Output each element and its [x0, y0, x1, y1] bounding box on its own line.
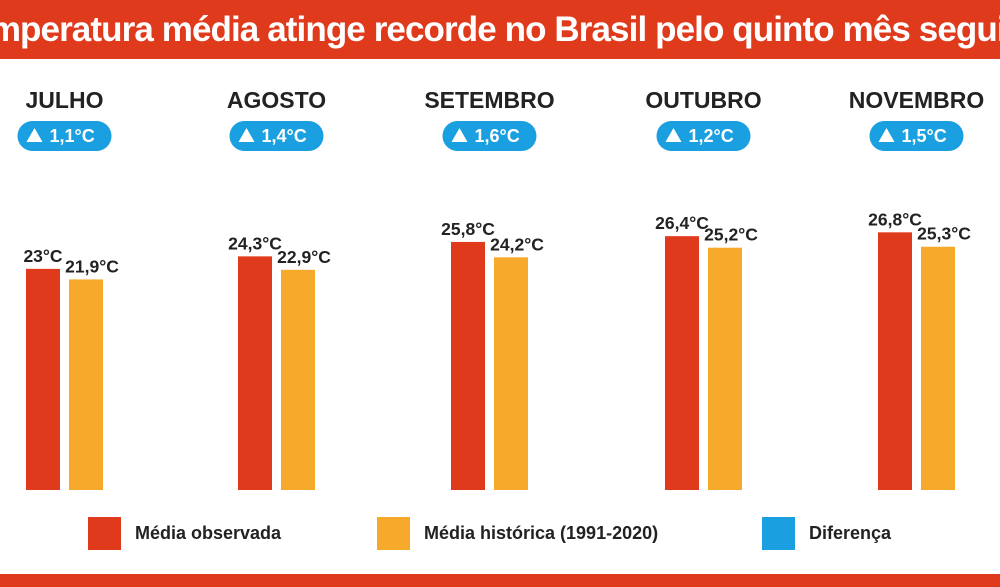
difference-value: 1,5°C — [902, 126, 947, 146]
month-label: OUTUBRO — [645, 87, 761, 113]
value-label-observed: 23°C — [23, 246, 62, 266]
value-label-historical: 21,9°C — [65, 256, 119, 276]
bar-observed — [451, 241, 485, 490]
bottom-bar — [0, 574, 1000, 587]
legend-item-historical: Média histórica (1991-2020) — [377, 517, 658, 550]
difference-badge — [17, 121, 112, 151]
difference-value: 1,1°C — [50, 126, 95, 146]
triangle-up-icon — [238, 128, 255, 142]
month-label: NOVEMBRO — [849, 87, 984, 113]
bar-historical — [69, 279, 103, 490]
bar-historical — [281, 269, 315, 490]
triangle-up-icon — [26, 128, 43, 142]
bar-observed — [665, 236, 699, 490]
value-label-historical: 25,3°C — [917, 224, 971, 244]
value-label-observed: 26,4°C — [655, 213, 709, 233]
value-label-historical: 22,9°C — [277, 247, 331, 267]
legend-item-difference: Diferença — [762, 517, 891, 550]
difference-badge — [656, 121, 751, 151]
bar-observed — [238, 256, 272, 490]
bar-observed — [878, 232, 912, 490]
value-label-historical: 25,2°C — [704, 225, 758, 245]
legend-label-historical: Média histórica (1991-2020) — [424, 523, 659, 543]
legend: Média observada Média histórica (1991-20… — [0, 517, 1000, 557]
legend-swatch-historical — [377, 517, 410, 550]
title-bar: Temperatura média atinge recorde no Bras… — [0, 0, 1000, 59]
difference-badge — [442, 121, 537, 151]
difference-badge — [869, 121, 964, 151]
triangle-up-icon — [451, 128, 468, 142]
chart-title: Temperatura média atinge recorde no Bras… — [0, 9, 1000, 49]
difference-value: 1,2°C — [689, 126, 734, 146]
legend-swatch-observed — [88, 517, 121, 550]
bar-historical — [708, 247, 742, 490]
month-label: JULHO — [26, 87, 104, 113]
legend-label-difference: Diferença — [809, 523, 892, 543]
bar-chart: JULHO 1,1°C 23°C21,9°C AGOSTO 1,4°C 24,3°C22,… — [17, 87, 984, 490]
month-label: AGOSTO — [227, 87, 326, 113]
legend-item-observed: Média observada — [88, 517, 281, 550]
difference-value: 1,4°C — [262, 126, 307, 146]
difference-badge — [229, 121, 324, 151]
triangle-up-icon — [665, 128, 682, 142]
legend-swatch-difference — [762, 517, 795, 550]
month-label: SETEMBRO — [424, 87, 554, 113]
bar-historical — [494, 257, 528, 490]
difference-value: 1,6°C — [475, 126, 520, 146]
legend-label-observed: Média observada — [135, 523, 282, 543]
triangle-up-icon — [878, 128, 895, 142]
bar-observed — [26, 268, 60, 490]
value-label-historical: 24,2°C — [490, 234, 544, 254]
value-label-observed: 26,8°C — [868, 209, 922, 229]
bar-historical — [921, 246, 955, 490]
value-label-observed: 25,8°C — [441, 219, 495, 239]
value-label-observed: 24,3°C — [228, 233, 282, 253]
